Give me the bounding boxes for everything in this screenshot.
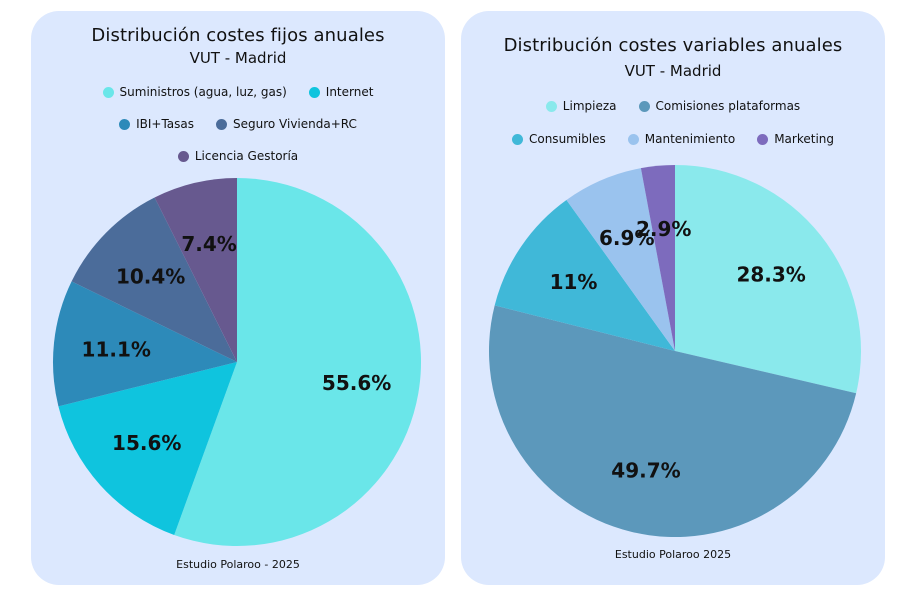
legend-item: Suministros (agua, luz, gas): [102, 85, 287, 99]
legend-item: IBI+Tasas: [119, 117, 194, 131]
variable-costs-pie: 28.3% 49.7% 11%6.9%2.9%: [488, 165, 861, 538]
legend-swatch: [627, 133, 639, 145]
legend-item: Consumibles: [511, 132, 606, 146]
legend-swatch: [119, 118, 131, 130]
legend-swatch: [511, 133, 523, 145]
legend-swatch: [757, 133, 769, 145]
chart-caption: Estudio Polaroo 2025: [614, 548, 732, 561]
slice-value-label: 49.7%: [611, 458, 680, 482]
chart-subtitle: VUT - Madrid: [189, 49, 287, 67]
slice-value-label: 15.6%: [112, 431, 181, 455]
pie-slice: [566, 168, 675, 351]
legend-row: Consumibles Mantenimiento Marketing: [461, 132, 885, 146]
pie-slice: [488, 305, 857, 538]
legend-swatch: [102, 86, 114, 98]
legend-row: Limpieza Comisiones plataformas: [461, 99, 885, 113]
legend-label: Suministros (agua, luz, gas): [119, 85, 287, 99]
slice-value-label: 11.1%: [82, 337, 151, 361]
legend-label: Limpieza: [562, 99, 617, 113]
slice-value-label: 10.4%: [116, 265, 185, 289]
legend-row: Suministros (agua, luz, gas) Internet: [31, 85, 445, 99]
legend-swatch: [216, 118, 227, 130]
chart-subtitle: VUT - Madrid: [624, 62, 722, 80]
variable-costs-card: Distribución costes variables anuales VU…: [461, 11, 885, 585]
pie-slice: [52, 281, 237, 407]
slice-value-label: 55.6%: [322, 371, 391, 395]
legend-swatch: [638, 100, 650, 112]
pie-slice: [71, 197, 237, 362]
pie-slice: [640, 165, 675, 351]
legend-item: Mantenimiento: [627, 132, 736, 146]
legend-label: Internet: [325, 85, 374, 99]
chart-title: Distribución costes variables anuales: [503, 35, 843, 56]
pie-slice: [58, 362, 238, 535]
chart-caption: Estudio Polaroo - 2025: [176, 558, 300, 571]
pie-slice: [675, 165, 861, 394]
legend-item: Internet: [308, 85, 374, 99]
legend-item: Licencia Gestoría: [177, 149, 299, 163]
pie-slice: [494, 199, 675, 351]
legend-item: Marketing: [757, 132, 834, 146]
legend-label: Consumibles: [528, 132, 606, 146]
legend-label: Mantenimiento: [644, 132, 736, 146]
fixed-costs-pie: 55.6% 15.6% 11.1% 10.4% 7.4%: [52, 178, 421, 546]
slice-value-label: 6.9%: [599, 226, 654, 250]
legend-label: IBI+Tasas: [136, 117, 194, 131]
legend-item: Seguro Vivienda+RC: [216, 117, 357, 131]
slice-value-label: 11%: [550, 270, 598, 294]
slice-value-label: 7.4%: [181, 232, 236, 256]
legend-swatch: [177, 150, 189, 162]
legend-row: Licencia Gestoría: [31, 149, 445, 163]
legend-label: Seguro Vivienda+RC: [233, 117, 357, 131]
legend-swatch: [545, 100, 557, 112]
chart-title: Distribución costes fijos anuales: [91, 25, 385, 46]
legend-label: Comisiones plataformas: [655, 99, 801, 113]
pie-slice: [154, 178, 237, 362]
slice-value-label: 2.9%: [636, 217, 691, 241]
legend-item: Limpieza: [545, 99, 617, 113]
legend-item: Comisiones plataformas: [638, 99, 801, 113]
legend-swatch: [308, 86, 320, 98]
legend-label: Licencia Gestoría: [194, 149, 299, 163]
legend-row: IBI+Tasas Seguro Vivienda+RC: [31, 117, 445, 131]
pie-slice: [174, 178, 421, 546]
fixed-costs-card: Distribución costes fijos anuales VUT - …: [31, 11, 445, 585]
slice-value-label: 28.3%: [736, 263, 805, 287]
legend-label: Marketing: [774, 132, 834, 146]
